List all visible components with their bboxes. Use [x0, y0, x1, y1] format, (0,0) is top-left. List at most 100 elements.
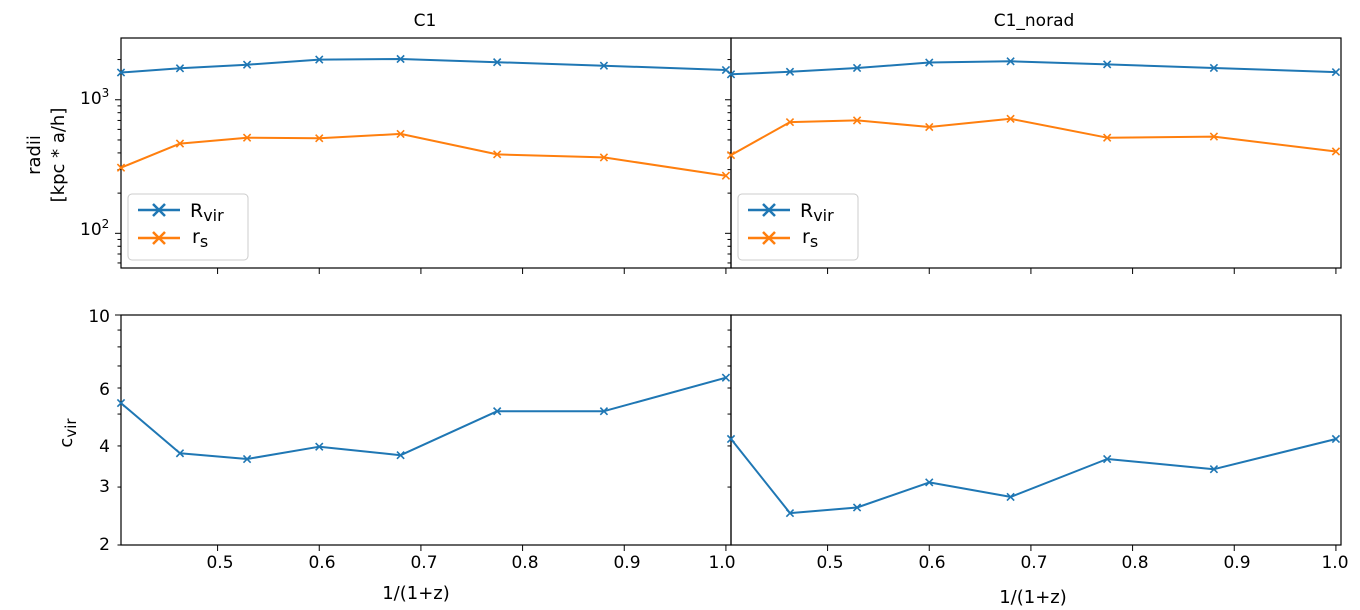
panel-cvir-c1	[115, 314, 732, 551]
xlabel-left: 1/(1+z)	[382, 583, 450, 604]
data-point	[599, 153, 609, 162]
data-point	[175, 449, 185, 458]
data-point	[315, 55, 324, 64]
ylabel-cvir: cvir	[56, 418, 80, 448]
ytick-label-6: 6	[99, 380, 110, 400]
data-point	[1209, 132, 1219, 141]
data-point	[116, 163, 126, 172]
series-line-s	[120, 132, 727, 177]
title-c1-norad: C1_norad	[994, 11, 1075, 31]
panel-radii-c1-norad	[725, 37, 1342, 274]
data-point	[852, 503, 862, 512]
data-point	[925, 478, 934, 487]
data-point	[721, 171, 731, 180]
data-point	[599, 61, 609, 70]
data-point	[396, 129, 405, 139]
legend-label-rs: rs	[192, 226, 208, 251]
ytick-label-10: 10	[88, 307, 110, 327]
ytick-label-2: 2	[99, 535, 110, 555]
legend-c1: Rvir rs	[127, 193, 249, 261]
series-line-vir	[730, 60, 1336, 76]
data-point	[1331, 147, 1341, 156]
title-c1: C1	[414, 11, 437, 31]
data-point	[315, 442, 324, 451]
data-point	[242, 133, 252, 142]
data-point	[785, 67, 795, 76]
data-point	[315, 134, 324, 143]
data-point	[396, 54, 405, 64]
legend-label-rvir: Rvir	[190, 200, 224, 225]
xtick-label-right-0.9: 0.9	[1223, 553, 1250, 573]
ytick-label-4: 4	[99, 437, 110, 457]
data-point	[1103, 454, 1112, 464]
legend-label-rs: rs	[802, 226, 818, 251]
ylabel-cvir-text: cvir	[56, 418, 80, 448]
xtick-label-left-0.7: 0.7	[410, 553, 437, 573]
xtick-label-right-0.5: 0.5	[816, 553, 843, 573]
series-line-vir	[120, 58, 726, 74]
xlabel-right: 1/(1+z)	[999, 587, 1067, 608]
data-point	[242, 454, 252, 464]
legend-label-rvir: Rvir	[800, 200, 834, 225]
legend-box	[127, 193, 249, 261]
xtick-label-right-0.6: 0.6	[918, 553, 945, 573]
xtick-label-right-0.7: 0.7	[1020, 553, 1047, 573]
data-point	[852, 116, 862, 125]
data-point	[175, 64, 185, 73]
data-point	[175, 139, 185, 148]
data-point	[726, 70, 736, 79]
legend-marker-rvir	[762, 203, 776, 217]
data-point	[493, 407, 502, 416]
data-point	[396, 451, 405, 460]
panel-radii-c1	[115, 37, 732, 274]
plot-frame	[120, 314, 732, 546]
data-point	[1209, 465, 1219, 474]
data-point	[852, 63, 862, 73]
plot-frame	[730, 314, 1342, 546]
data-point	[493, 58, 502, 67]
ylabel-radii-line1: radii	[24, 135, 45, 175]
xtick-label-right-1.0: 1.0	[1321, 553, 1348, 573]
data-point	[925, 122, 934, 132]
data-point	[785, 117, 795, 127]
ytick-label-100: 102	[80, 217, 109, 240]
legend-box	[737, 193, 859, 261]
data-point	[726, 150, 736, 160]
xtick-label-left-0.6: 0.6	[308, 553, 335, 573]
series-line-s	[730, 117, 1337, 156]
legend-marker-rs	[762, 231, 776, 245]
series-line-c_vir	[120, 376, 727, 460]
data-point	[721, 373, 731, 382]
panel-cvir-c1-norad	[725, 314, 1342, 551]
data-point	[1006, 57, 1015, 66]
legend-marker-rvir	[152, 203, 166, 217]
series-line-c_vir	[730, 438, 1337, 515]
data-point	[116, 398, 126, 408]
data-point	[1006, 492, 1015, 502]
ylabel-radii: radii [kpc * a/h]	[24, 108, 69, 203]
data-point	[1209, 63, 1219, 73]
ylabel-radii-line2: [kpc * a/h]	[48, 108, 69, 203]
ytick-label-1000: 103	[80, 86, 109, 109]
legend-c1-norad: Rvir rs	[737, 193, 859, 261]
data-point	[1103, 60, 1112, 69]
data-point	[1331, 67, 1341, 77]
data-point	[1103, 133, 1112, 142]
data-point	[242, 60, 252, 69]
xtick-label-left-0.8: 0.8	[511, 553, 538, 573]
data-point	[785, 508, 795, 518]
xtick-label-left-0.5: 0.5	[206, 553, 233, 573]
xtick-label-left-0.9: 0.9	[613, 553, 640, 573]
data-point	[726, 434, 736, 444]
xtick-label-left-1.0: 1.0	[708, 553, 735, 573]
data-point	[599, 407, 609, 416]
data-point	[1006, 114, 1015, 123]
data-point	[925, 58, 934, 67]
ytick-label-3: 3	[99, 477, 110, 497]
legend-marker-rs	[152, 231, 166, 245]
data-point	[116, 68, 126, 77]
data-point	[493, 150, 502, 159]
xtick-label-right-0.8: 0.8	[1121, 553, 1148, 573]
data-point	[1331, 434, 1341, 444]
